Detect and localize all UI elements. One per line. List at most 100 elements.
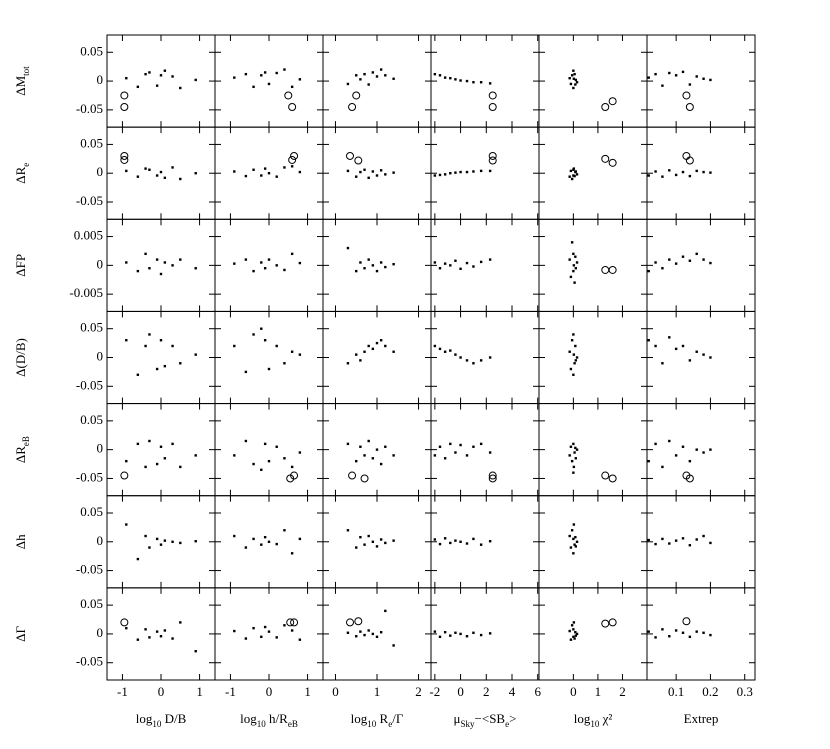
point bbox=[681, 537, 685, 540]
point bbox=[465, 79, 469, 83]
point bbox=[479, 442, 483, 446]
panel-frame bbox=[646, 34, 756, 128]
point bbox=[144, 628, 147, 631]
point bbox=[661, 465, 664, 469]
point bbox=[171, 442, 174, 446]
x-tick-label: -1 bbox=[225, 684, 236, 699]
y-tick-label: -0.005 bbox=[69, 285, 103, 300]
point bbox=[290, 165, 294, 168]
point bbox=[438, 347, 442, 351]
point bbox=[454, 451, 457, 454]
label-subscript: 10 bbox=[152, 719, 162, 729]
point bbox=[267, 540, 271, 543]
point bbox=[709, 633, 712, 637]
x-tick-label: 0 bbox=[332, 684, 339, 699]
panel-frame bbox=[106, 587, 216, 681]
outlier-point bbox=[682, 91, 691, 100]
point bbox=[674, 539, 678, 542]
panel-frame bbox=[646, 126, 756, 220]
point bbox=[572, 465, 576, 469]
y-tick-label: 0 bbox=[97, 348, 104, 363]
label-subscript: e bbox=[388, 719, 392, 729]
x-axis-label: log10 h/ReB bbox=[240, 711, 298, 729]
point bbox=[572, 537, 575, 541]
point bbox=[136, 373, 140, 376]
point bbox=[275, 175, 278, 178]
label-text: /Γ bbox=[392, 711, 404, 726]
point bbox=[573, 543, 576, 546]
panel-frame bbox=[538, 403, 648, 497]
point bbox=[367, 258, 370, 261]
outlier-point bbox=[120, 91, 129, 100]
y-tick-label: -0.05 bbox=[76, 562, 103, 577]
point bbox=[367, 439, 370, 443]
point bbox=[371, 170, 375, 173]
panel-frame bbox=[322, 310, 432, 405]
point bbox=[298, 353, 302, 356]
point bbox=[179, 362, 182, 365]
point bbox=[290, 629, 294, 632]
panel-frame bbox=[538, 34, 648, 128]
point bbox=[574, 359, 578, 362]
point bbox=[263, 267, 267, 270]
panel-frame bbox=[430, 587, 540, 681]
point bbox=[233, 262, 236, 265]
point bbox=[367, 629, 370, 632]
point bbox=[459, 356, 462, 359]
point bbox=[647, 269, 650, 273]
point bbox=[433, 261, 437, 264]
outlier-point bbox=[682, 617, 691, 626]
label-text: μ bbox=[454, 711, 461, 726]
point bbox=[573, 451, 576, 454]
point bbox=[244, 637, 248, 640]
point bbox=[252, 333, 255, 336]
label-subscript: eB bbox=[21, 436, 31, 446]
panel-frame bbox=[646, 495, 756, 589]
outlier-point bbox=[284, 91, 293, 100]
point bbox=[449, 172, 452, 175]
point bbox=[449, 76, 452, 80]
point bbox=[384, 173, 387, 176]
point bbox=[355, 546, 358, 549]
point bbox=[443, 76, 447, 79]
point bbox=[159, 74, 163, 77]
point bbox=[371, 540, 375, 543]
point bbox=[392, 263, 395, 266]
point bbox=[125, 339, 128, 342]
point bbox=[449, 634, 452, 637]
point bbox=[260, 74, 263, 77]
point bbox=[375, 635, 379, 639]
point bbox=[661, 267, 664, 270]
outlier-point bbox=[601, 619, 610, 628]
label-text: χ² bbox=[599, 711, 612, 726]
point bbox=[379, 538, 383, 541]
point bbox=[654, 170, 657, 173]
point bbox=[233, 629, 236, 633]
point bbox=[384, 74, 387, 77]
panel-frame bbox=[430, 403, 540, 497]
point bbox=[290, 85, 294, 89]
point bbox=[574, 457, 578, 460]
point bbox=[363, 633, 366, 637]
point bbox=[346, 82, 350, 86]
panel-frame bbox=[106, 34, 216, 128]
outlier-point bbox=[601, 102, 610, 111]
point bbox=[573, 72, 576, 76]
point bbox=[668, 71, 671, 75]
point bbox=[465, 359, 469, 362]
point bbox=[570, 339, 574, 342]
point bbox=[346, 246, 350, 250]
point bbox=[359, 170, 362, 174]
point bbox=[171, 75, 174, 78]
panel-frame bbox=[538, 495, 648, 589]
point bbox=[379, 68, 383, 71]
point bbox=[433, 344, 437, 348]
y-tick-label: 0.05 bbox=[80, 135, 103, 150]
point bbox=[371, 632, 375, 636]
x-tick-label: 1 bbox=[595, 684, 602, 699]
label-text: > bbox=[509, 711, 516, 726]
point bbox=[702, 534, 705, 538]
outlier-point bbox=[352, 91, 361, 100]
y-axis-label: ΔMtot bbox=[13, 66, 31, 96]
